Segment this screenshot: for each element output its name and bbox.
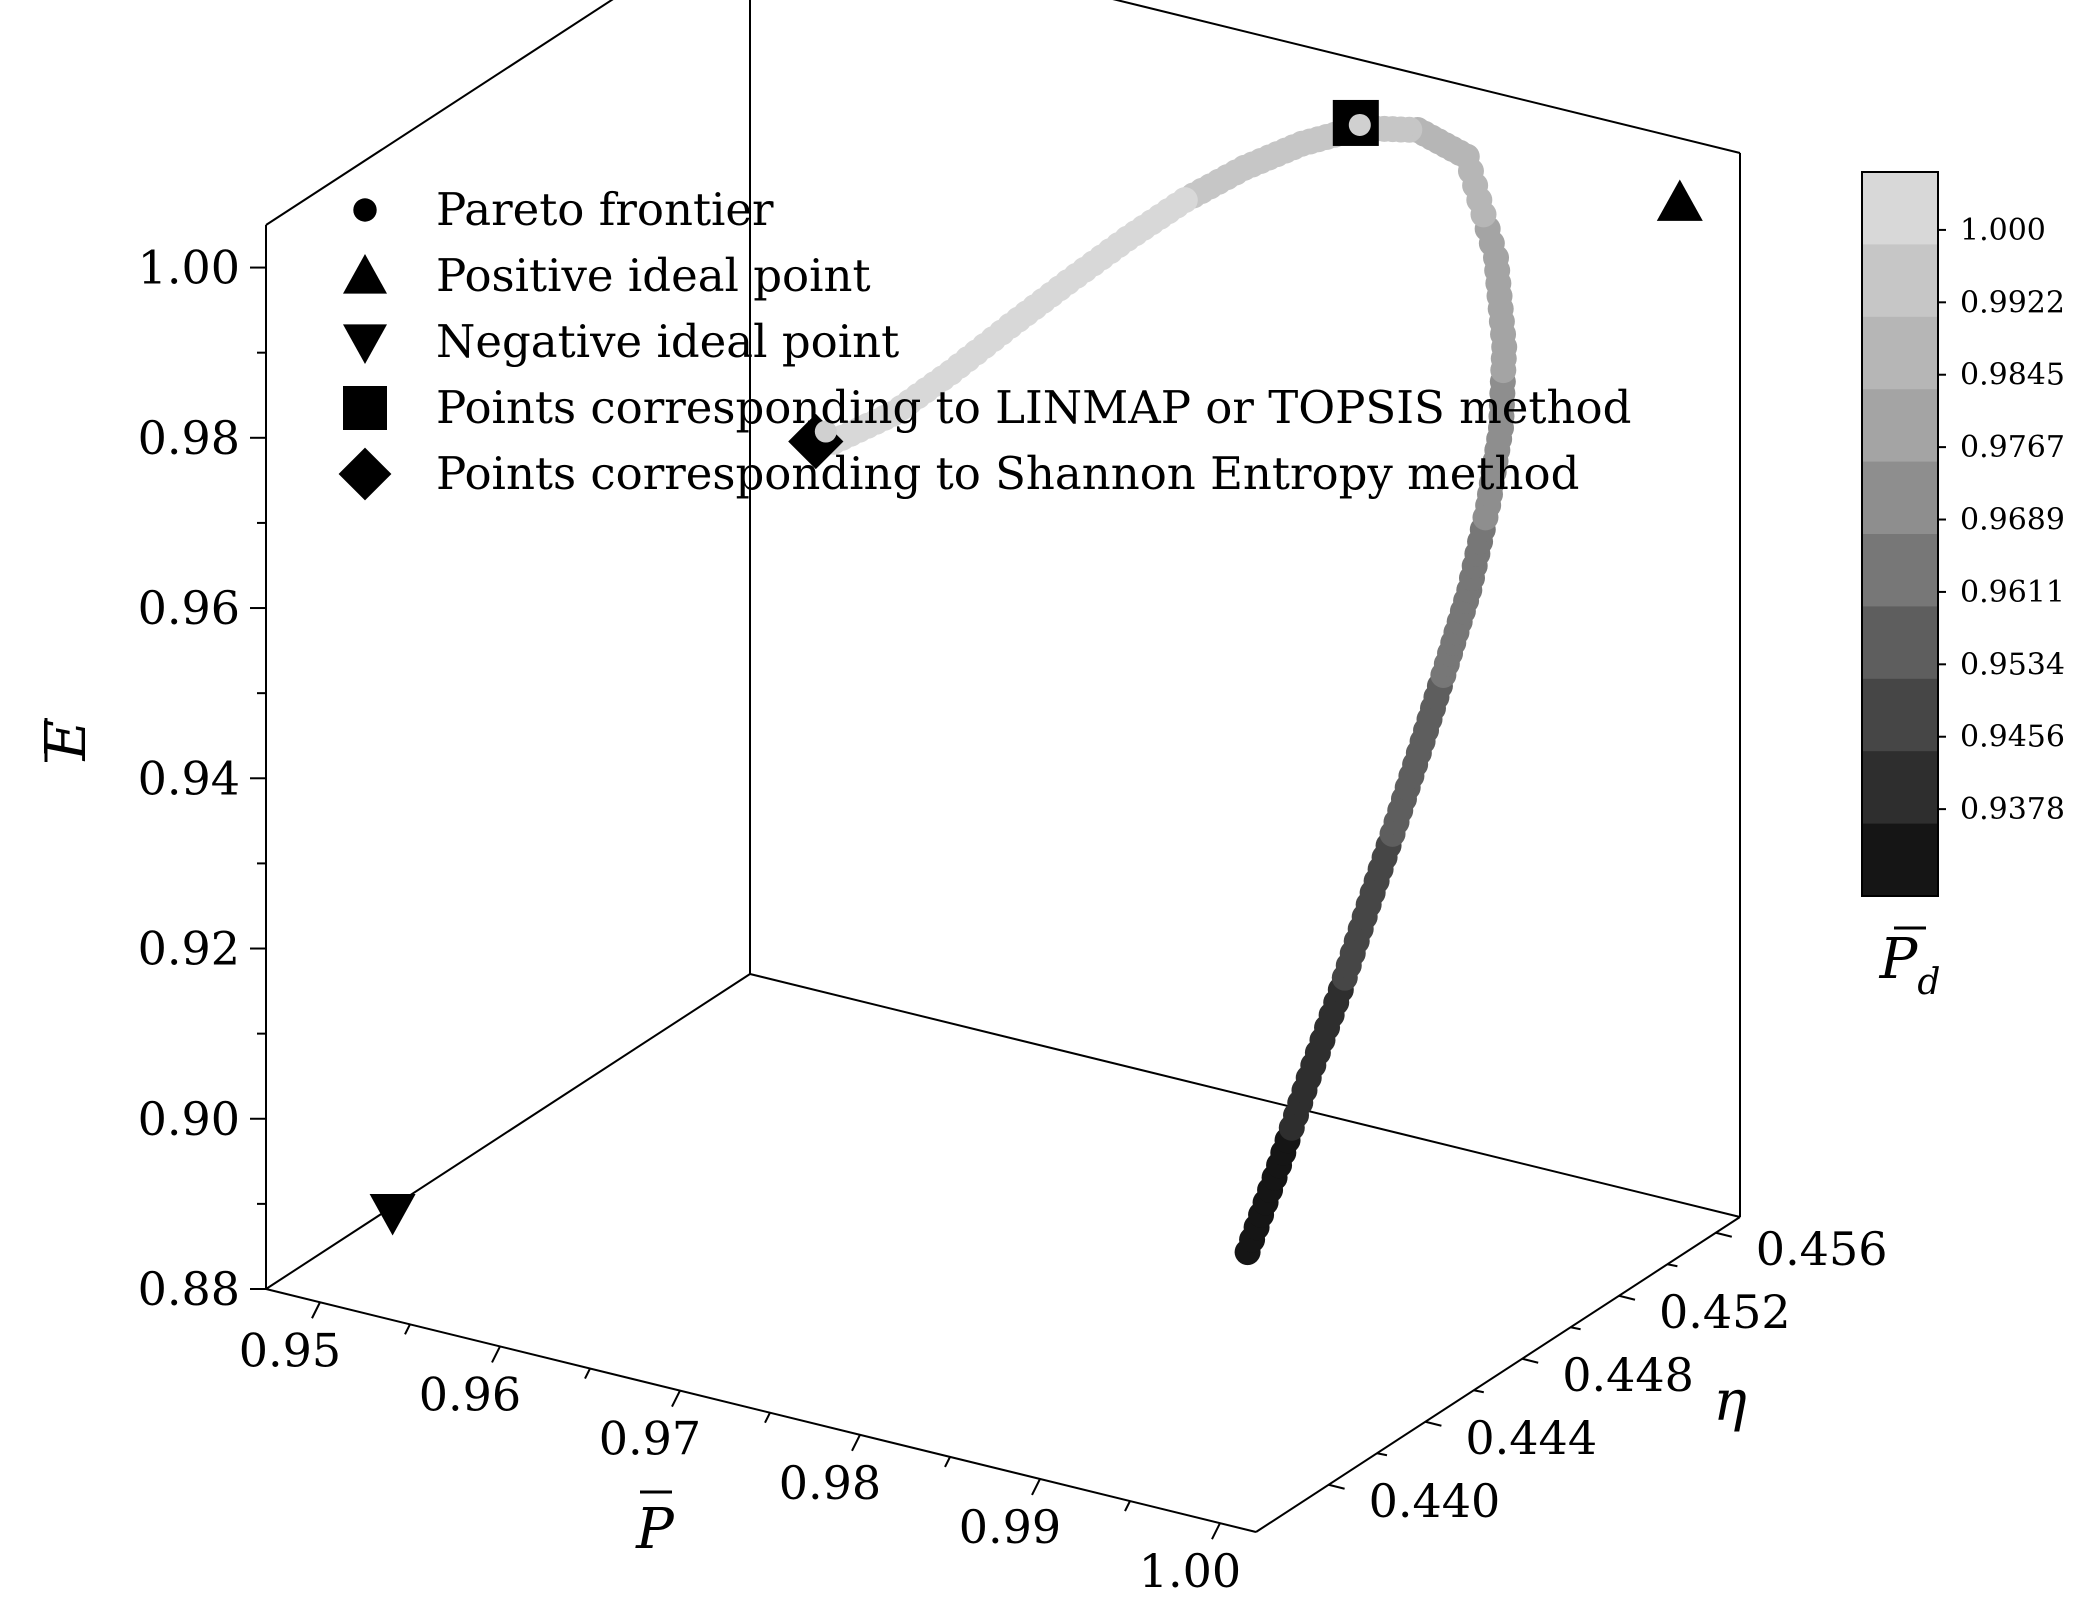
shannon-entropy-marker [788,413,844,470]
y-tick [1521,1357,1539,1364]
negative-ideal-marker [369,1194,416,1236]
legend-marker-circle [353,198,377,222]
x-tick-label: 1.00 [1139,1544,1241,1598]
box-edge [265,1288,1257,1533]
colorbar-frame [1861,171,1939,897]
colorbar-tick-label: 0.9845 [1960,358,2065,393]
x-tick [1211,1522,1221,1540]
z-tick-label: 0.96 [138,581,240,635]
colorbar-tick-label: 0.9456 [1960,720,2065,755]
z-tick-label: 0.98 [138,411,240,465]
tick-marks [250,266,1733,1540]
colorbar-band [1862,244,1938,318]
colorbar-tick-label: 1.000 [1960,213,2046,248]
y-tick-label: 0.452 [1659,1285,1791,1339]
x-tick [1031,1478,1041,1496]
legend-label: Pareto frontier [436,183,774,236]
z-tick-label: 1.00 [138,241,240,295]
box-edge [265,973,751,1290]
y-tick-label: 0.444 [1465,1411,1597,1465]
colorbar-tick-label: 0.9534 [1960,647,2065,682]
colorbar-tick-label: 0.9922 [1960,285,2065,320]
x-axis-title: P [635,1497,675,1562]
shannon-point-overlay [814,420,837,443]
z-tick-label: 0.90 [138,1092,240,1146]
colorbar-band [1862,823,1938,897]
colorbar-band [1862,461,1938,535]
x-tick-label: 0.97 [599,1412,701,1466]
y-tick-label: 0.456 [1756,1222,1888,1276]
axis-box [265,0,1741,1533]
colorbar-title: Pd [1879,926,1941,1003]
x-tick [491,1345,501,1363]
x-tick-label: 0.96 [419,1367,521,1421]
z-axis-title: E [34,720,99,762]
axis-titles: E P η [34,718,1747,1562]
legend: Pareto frontier Positive ideal point Negat… [338,183,1631,501]
x-tick-label: 0.95 [239,1323,341,1377]
colorbar-band [1862,316,1938,390]
y-tick [1618,1294,1636,1301]
x-minor-tick [944,1456,951,1468]
box-edge [1255,1216,1741,1533]
y-tick-label: 0.448 [1562,1348,1694,1402]
x-tick-label: 0.99 [959,1500,1061,1554]
colorbar-tick-label: 0.9378 [1960,792,2065,827]
box-edge [265,0,614,226]
y-minor-tick [1376,1452,1388,1457]
x-minor-tick [764,1412,771,1424]
x-tick [311,1301,321,1319]
legend-marker-diamond [338,447,392,501]
pareto-frontier-series [820,115,1518,1266]
colorbar-band [1862,534,1938,607]
legend-label: Positive ideal point [436,249,871,302]
colorbar-title-text: Pd [1879,927,1941,1003]
box-edge [1112,0,1741,154]
z-tick-label: 0.94 [138,751,240,805]
colorbar: 1.000 0.9922 0.9845 0.9767 0.9689 0.9611 0.953… [1861,171,2065,897]
x-minor-tick [404,1323,411,1335]
legend-label: Negative ideal point [436,315,899,368]
colorbar-band [1862,751,1938,825]
colorbar-tick-label: 0.9611 [1960,575,2065,610]
z-tick-label: 0.92 [138,922,240,976]
y-tick [1328,1483,1345,1490]
box-edge [749,973,1741,1218]
linmap-point-overlay [1348,113,1371,136]
y-minor-tick [1570,1326,1581,1331]
legend-marker-square [343,386,387,430]
colorbar-tick-label: 0.9767 [1960,430,2065,465]
y-minor-tick [1667,1263,1678,1268]
x-minor-tick [1124,1500,1131,1512]
legend-label: Points corresponding to Shannon Entropy … [436,447,1579,500]
tick-labels: 0.88 0.90 0.92 0.94 0.96 0.98 1.00 0.95 0.96 0.97… [138,241,1888,1599]
y-axis-title: η [1713,1369,1747,1434]
y-tick [1425,1420,1442,1427]
colorbar-band [1862,389,1938,463]
legend-label: Points corresponding to LINMAP or TOPSIS… [436,381,1631,434]
x-tick [671,1390,681,1408]
y-minor-tick [1473,1389,1484,1394]
x-tick-label: 0.98 [779,1456,881,1510]
z-tick-label: 0.88 [138,1262,240,1316]
legend-marker-triangle-up [343,254,387,294]
positive-ideal-marker [1656,179,1703,221]
x-minor-tick [584,1368,591,1379]
colorbar-tick-label: 0.9689 [1960,503,2065,538]
legend-marker-triangle-down [343,324,387,364]
x-tick [851,1434,861,1452]
colorbar-band [1862,678,1938,752]
special-points [369,99,1703,1236]
colorbar-band [1862,606,1938,680]
y-tick [1715,1231,1733,1238]
y-tick-label: 0.440 [1369,1474,1501,1528]
colorbar-band [1862,172,1938,245]
